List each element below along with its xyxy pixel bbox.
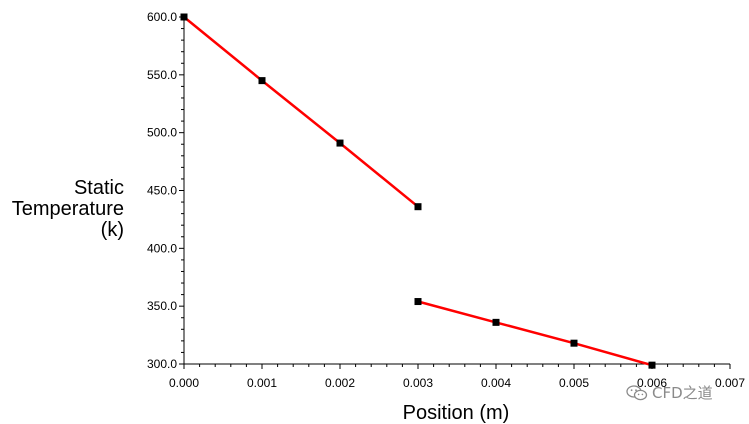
data-point-marker [180, 13, 188, 21]
y-tick-label: 450.0 [147, 184, 177, 198]
y-tick-label: 400.0 [147, 241, 177, 255]
y-tick-label: 600.0 [147, 10, 177, 24]
x-tick-label: 0.001 [247, 376, 277, 390]
axes [179, 16, 731, 369]
data-point-marker [258, 77, 266, 85]
x-tick-label: 0.004 [481, 376, 511, 390]
data-point-marker [414, 203, 422, 211]
data-point-marker [414, 298, 422, 306]
y-axis-title-line-2: Temperature [12, 198, 124, 220]
series-layer [180, 13, 656, 369]
x-tick-label: 0.006 [637, 376, 667, 390]
data-point-marker [570, 339, 578, 347]
y-tick-label: 300.0 [147, 357, 177, 371]
x-tick-label: 0.000 [169, 376, 199, 390]
y-axis-title-line-1: Static [74, 177, 124, 199]
data-point-marker [492, 318, 500, 326]
y-tick-label: 550.0 [147, 68, 177, 82]
x-tick-label: 0.007 [715, 376, 745, 390]
y-tick-label: 500.0 [147, 126, 177, 140]
y-tick-labels: 600.0 550.0 500.0 450.0 400.0 350.0 300.0 [147, 10, 177, 371]
x-tick-labels: 0.000 0.001 0.002 0.003 0.004 0.005 0.006 0.007 [169, 376, 745, 390]
x-axis-title: Position (m) [403, 402, 510, 424]
wechat-icon [626, 384, 648, 400]
y-tick-label: 350.0 [147, 299, 177, 313]
series-2-line [417, 300, 653, 367]
watermark-text: CFD之道 [652, 384, 713, 402]
data-point-marker [648, 361, 656, 369]
x-tick-label: 0.005 [559, 376, 589, 390]
data-point-marker [336, 139, 344, 147]
y-axis-title-line-3: (k) [101, 219, 124, 241]
x-tick-label: 0.003 [403, 376, 433, 390]
series-1-line [183, 16, 419, 208]
watermark: CFD之道 [626, 382, 713, 403]
x-tick-label: 0.002 [325, 376, 355, 390]
